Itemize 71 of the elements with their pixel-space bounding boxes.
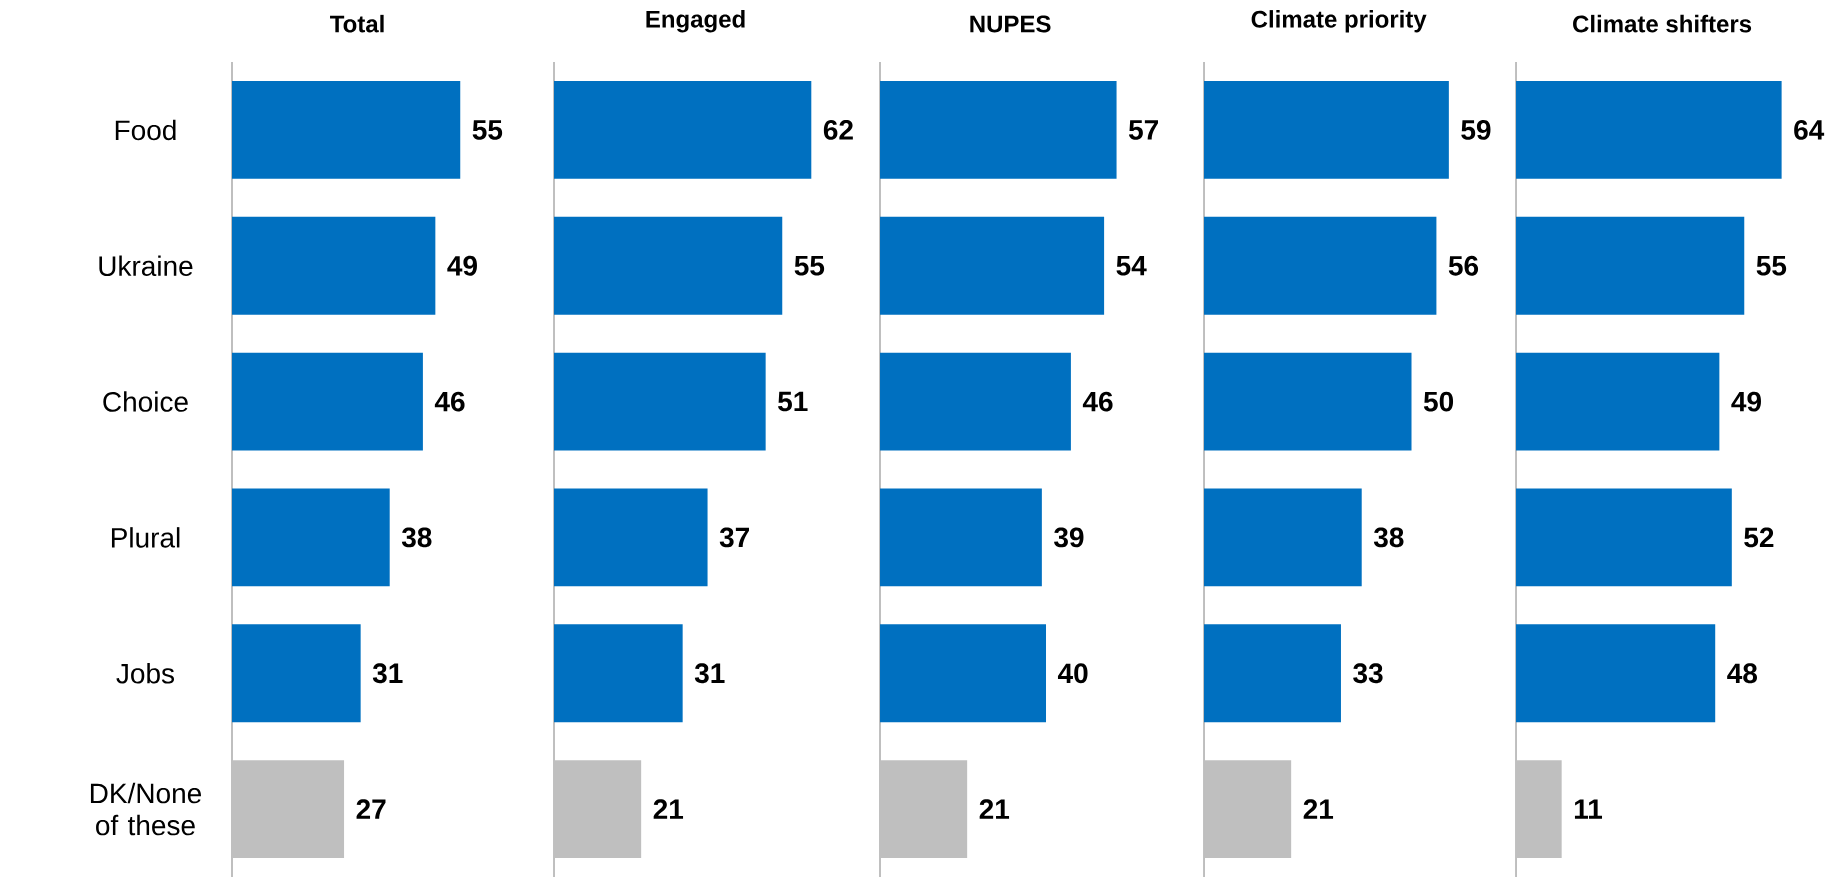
bar [880, 352, 1071, 451]
bar [232, 216, 436, 315]
bar [554, 624, 683, 723]
data-label: 62 [823, 120, 853, 140]
data-label: 31 [372, 663, 403, 684]
chart-title: Climate shifters [1573, 14, 1752, 33]
data-label: 38 [401, 527, 432, 548]
data-label: 21 [1303, 799, 1334, 819]
data-label: 31 [694, 663, 725, 684]
bar [1516, 216, 1745, 315]
bar [880, 488, 1042, 587]
y-tick-label: Plural [111, 527, 180, 548]
data-label: 38 [1373, 527, 1404, 548]
y-tick-label: Choice [103, 391, 188, 412]
bar [880, 624, 1047, 723]
bar [1516, 760, 1562, 858]
bar [232, 624, 361, 723]
data-label: 37 [719, 527, 749, 548]
bar [554, 81, 812, 179]
data-label: 55 [794, 256, 825, 276]
data-label: 59 [1461, 120, 1491, 140]
bar [880, 216, 1105, 315]
data-label: 56 [1448, 255, 1479, 276]
chart-title: Total [330, 14, 384, 33]
bar [554, 352, 766, 451]
data-label: 55 [1756, 256, 1787, 276]
y-tick-label: Ukraine [99, 255, 193, 277]
bar [554, 488, 708, 587]
bar [1204, 216, 1437, 315]
bar [232, 81, 461, 179]
bar [880, 81, 1117, 179]
bar [1516, 81, 1782, 179]
data-label: 54 [1116, 256, 1147, 276]
y-tick-label: Food [115, 119, 176, 141]
data-label: 52 [1744, 527, 1774, 548]
bar [554, 760, 642, 858]
data-label: 46 [434, 391, 465, 412]
data-label: 49 [1731, 391, 1761, 412]
bar [232, 352, 423, 451]
data-label: 40 [1057, 663, 1088, 684]
data-label: 48 [1727, 663, 1758, 684]
chart-title: Climate priority [1251, 10, 1427, 33]
bar [232, 488, 390, 587]
bar [1204, 81, 1449, 179]
data-label: 49 [447, 255, 477, 276]
data-label: 21 [653, 799, 684, 819]
bar [1204, 488, 1362, 587]
bar [554, 216, 783, 315]
bar [1516, 352, 1720, 451]
data-label: 11 [1574, 799, 1603, 819]
data-label: 46 [1082, 391, 1113, 412]
bar [1516, 624, 1716, 723]
data-label: 64 [1794, 120, 1825, 140]
data-label: 27 [356, 799, 386, 819]
data-label: 21 [979, 799, 1010, 819]
data-label: 55 [472, 120, 503, 140]
data-label: 51 [778, 391, 808, 412]
y-tick-label: DK/None of these [90, 782, 202, 836]
bar [1516, 488, 1732, 587]
data-label: 57 [1128, 120, 1158, 140]
chart-title: NUPES [970, 15, 1051, 33]
chart-title: Engaged [646, 10, 745, 33]
y-tick-label: Jobs [116, 662, 175, 684]
bar [1204, 352, 1412, 451]
data-label: 39 [1054, 527, 1084, 548]
data-label: 33 [1353, 663, 1383, 684]
bar [1204, 624, 1341, 723]
data-label: 50 [1423, 391, 1454, 412]
bar [880, 760, 968, 858]
bar [232, 760, 345, 858]
bar [1204, 760, 1292, 858]
